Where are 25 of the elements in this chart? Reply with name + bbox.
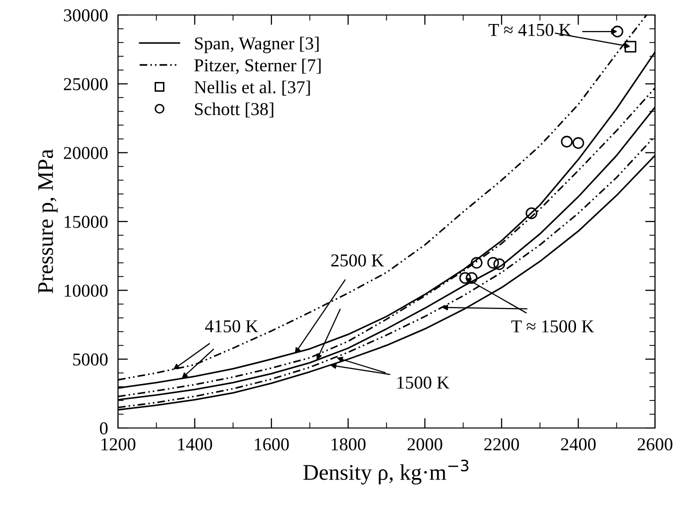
x-tick-label: 2600: [638, 438, 672, 450]
x-tick-label: 1600: [254, 438, 289, 450]
legend-label: Schott [38]: [195, 102, 274, 118]
y-tick-label: 5000: [73, 353, 108, 366]
y-tick-label: 20000: [64, 146, 108, 160]
annotation: 1500 K: [398, 376, 450, 389]
x-tick-label: 2400: [561, 438, 596, 450]
legend-label: Pitzer, Sterner [7]: [194, 58, 321, 74]
y-tick-label: 15000: [64, 216, 108, 228]
y-tick-label: 30000: [64, 9, 108, 22]
y-tick-label: 25000: [64, 78, 108, 90]
legend-label: Span, Wagner [3]: [195, 36, 319, 54]
x-axis-title: Density ρ, kg·m$^{−3}$: [303, 460, 468, 484]
x-tick-label: 2000: [408, 438, 442, 450]
x-tick-label: 2200: [484, 438, 519, 450]
x-tick-label: 1200: [102, 438, 136, 450]
x-tick-label: 1400: [178, 438, 212, 450]
y-axis-title: Pressure p, MPa: [38, 149, 58, 294]
legend-label: Nellis et al. [37]: [194, 80, 310, 96]
annotation: 4150 K: [205, 320, 258, 332]
y-tick-label: 0: [100, 422, 108, 434]
annotation: 2500 K: [331, 254, 384, 267]
x-tick-label: 1800: [332, 438, 366, 450]
annotation: T ≈ 1500 K: [511, 320, 594, 332]
y-tick-label: 10000: [64, 284, 108, 297]
